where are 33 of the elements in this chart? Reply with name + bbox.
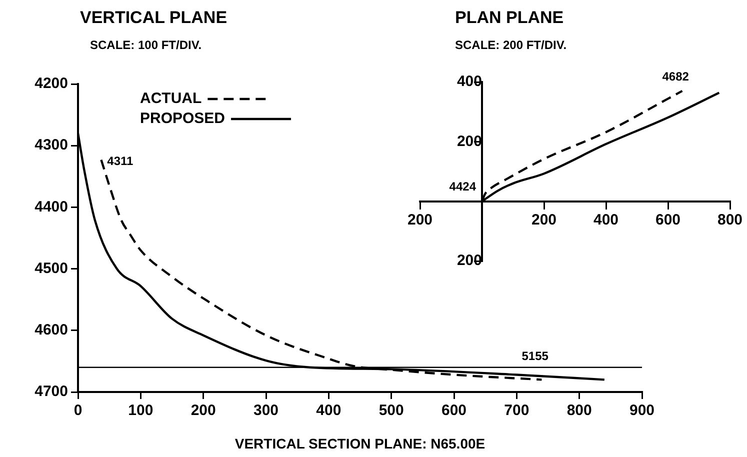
y-tick-label: 4400 [34, 198, 68, 216]
y-tick-label: 4300 [34, 136, 68, 154]
x-tick-label: 900 [629, 402, 655, 420]
y-tick-label: 4600 [34, 322, 68, 339]
x-tick-label: 600 [655, 211, 681, 228]
x-tick-label: 400 [593, 211, 619, 228]
chart-subtitle: SCALE: 200 FT/DIV. [455, 38, 567, 52]
x-tick-label: 500 [378, 402, 404, 420]
x-tick-label: 600 [441, 402, 467, 420]
x-tick-label: 200 [531, 211, 557, 228]
x-tick-label: 700 [504, 402, 530, 420]
x-tick-label: 0 [74, 402, 82, 420]
legend-label: PROPOSED [140, 110, 226, 128]
x-tick-label: 800 [717, 211, 743, 228]
chart-subtitle: SCALE: 100 FT/DIV. [90, 38, 202, 52]
x-tick-label: 100 [128, 402, 154, 420]
chart-title: VERTICAL PLANE [80, 8, 228, 28]
x-tick-label: 300 [253, 402, 279, 420]
x-tick-label: 800 [566, 402, 592, 420]
x-tick-label: 200 [407, 211, 433, 228]
x-axis-title: VERTICAL SECTION PLANE: N65.00E [234, 435, 486, 452]
y-tick-label: 4700 [34, 383, 68, 400]
y-tick-label: 400 [456, 73, 482, 90]
annotation: 4311 [107, 154, 134, 168]
y-tick-label: 4500 [34, 260, 68, 277]
y-tick-label: 4200 [34, 75, 68, 92]
legend-label: ACTUAL [140, 90, 202, 108]
annotation: 5155 [522, 348, 549, 363]
annotation: 4682 [662, 69, 690, 84]
x-tick-label: 400 [316, 402, 342, 420]
chart-title: PLAN PLANE [455, 8, 564, 28]
annotation: 4424 [449, 180, 476, 194]
x-tick-label: 200 [190, 402, 216, 420]
